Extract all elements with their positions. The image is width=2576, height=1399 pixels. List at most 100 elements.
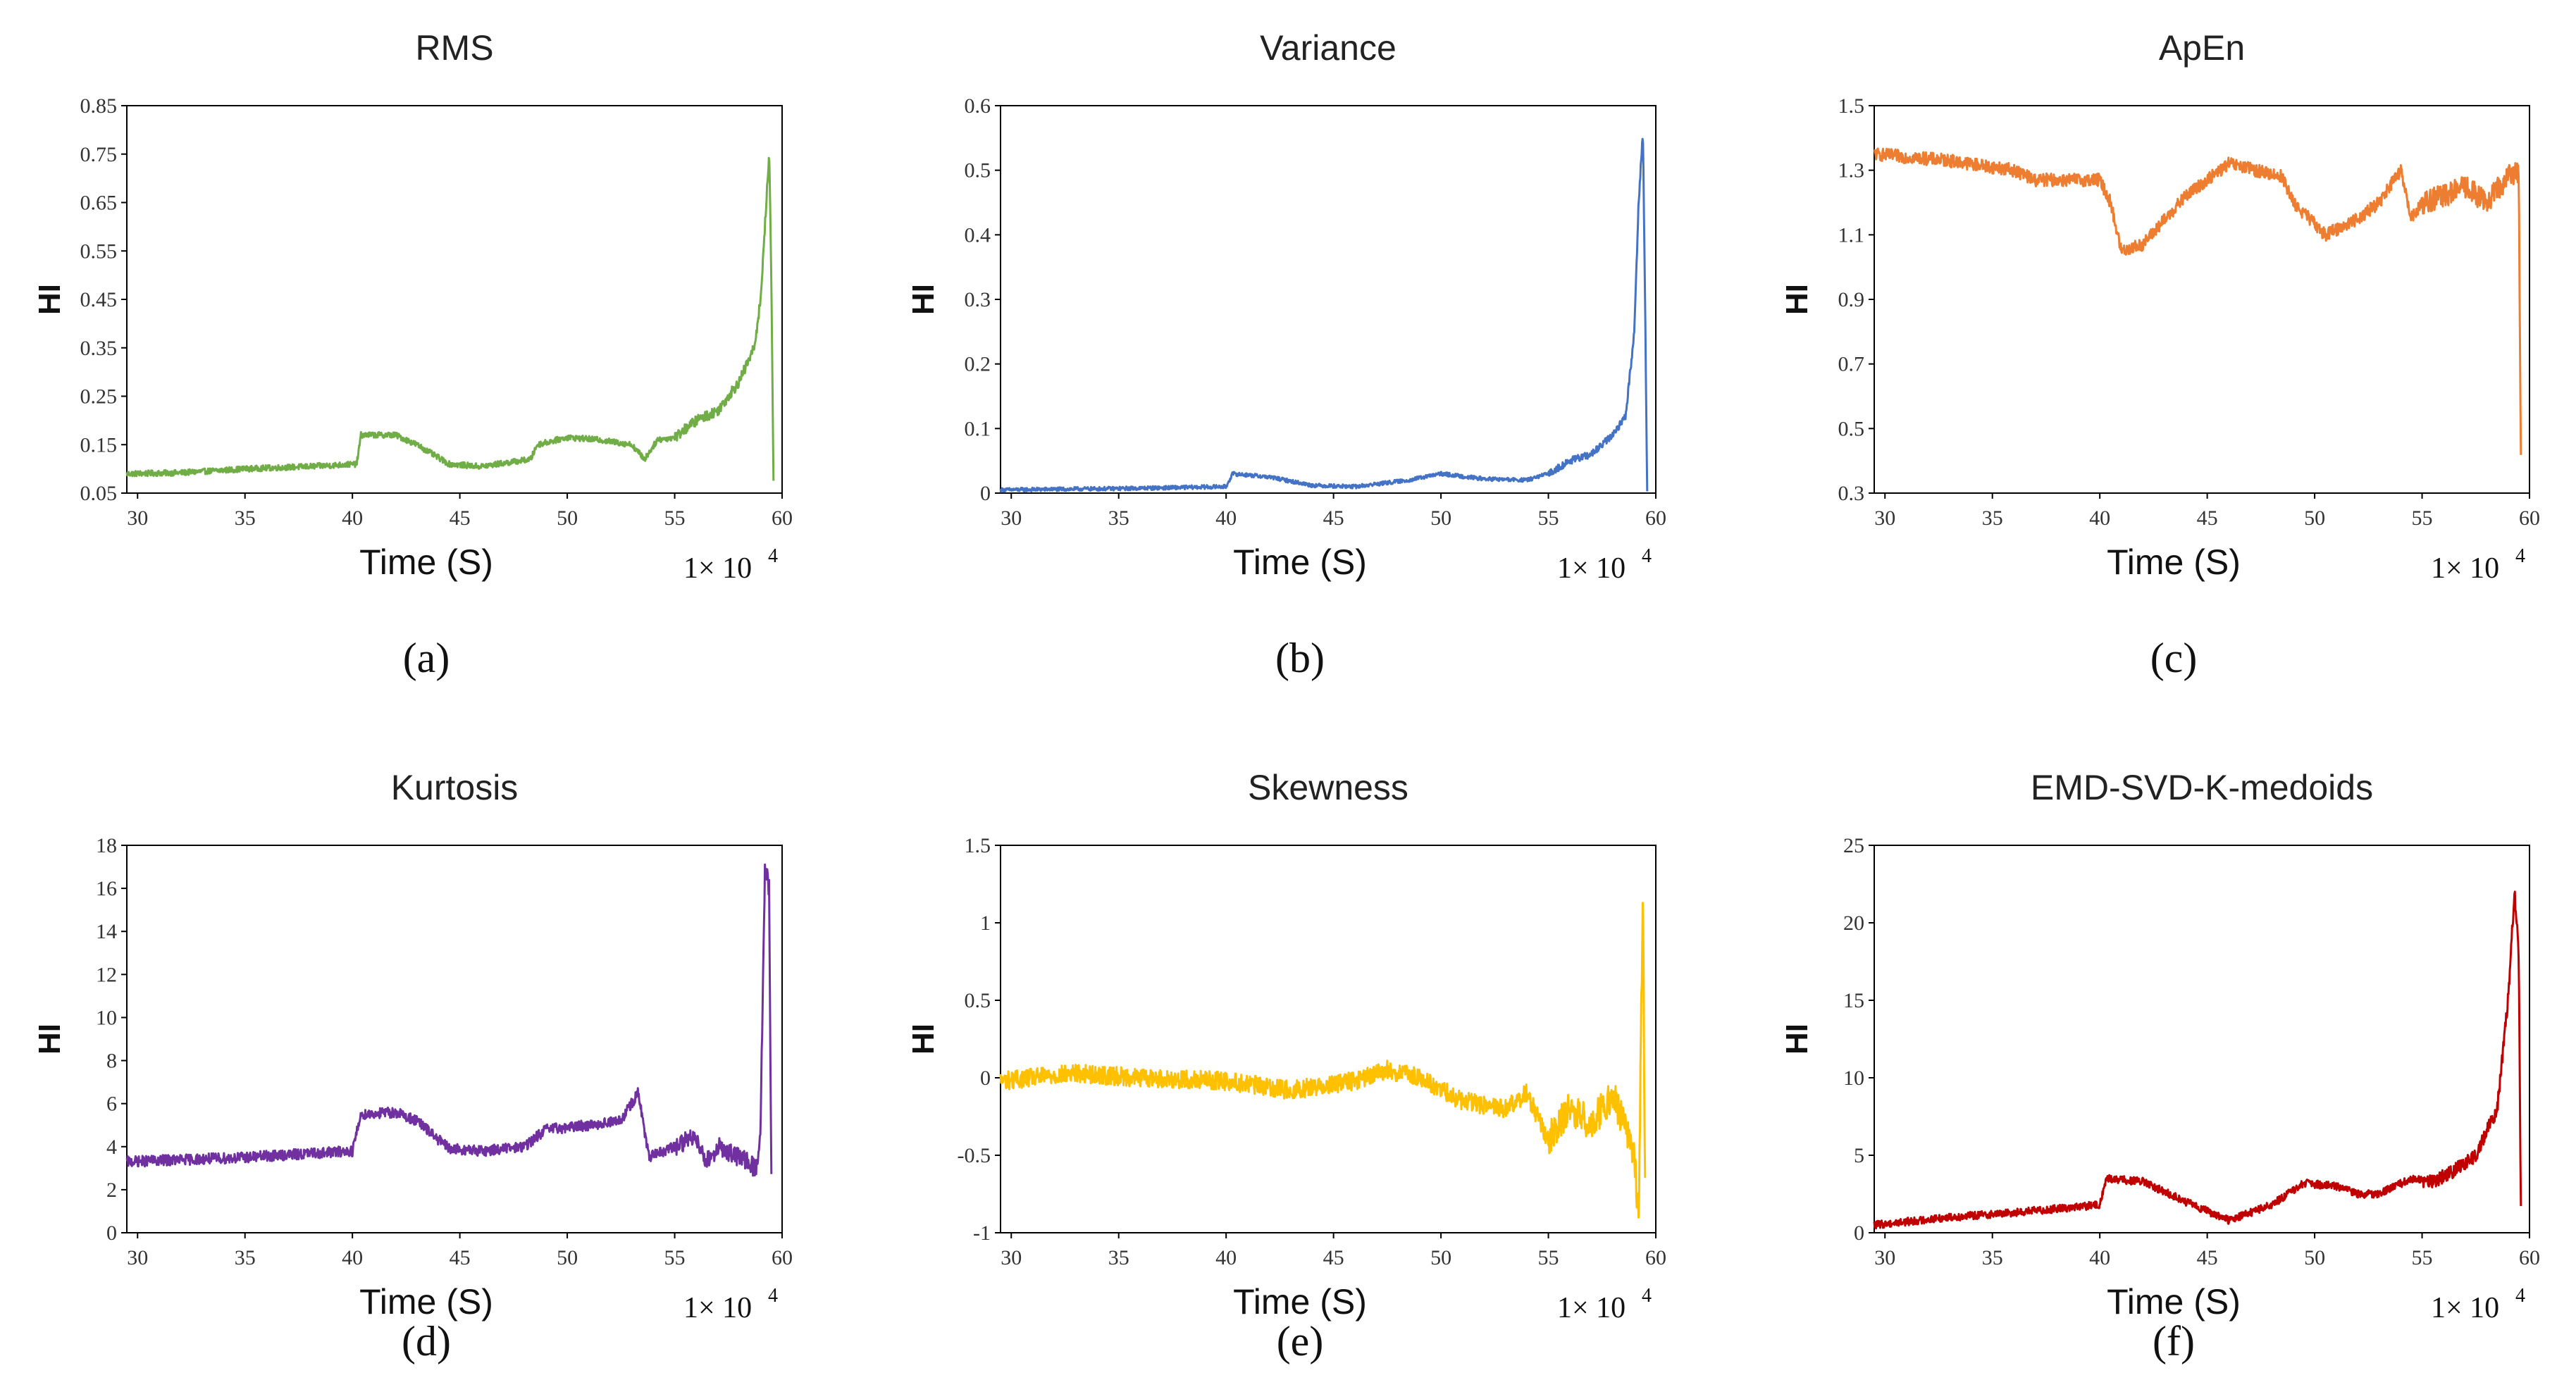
x-tick-label: 60 [2519, 506, 2540, 530]
x-tick-label: 30 [127, 1246, 148, 1269]
plot-area [126, 105, 783, 494]
x-tick-label: 55 [1538, 506, 1559, 530]
y-tick-label: 10 [96, 1006, 117, 1029]
y-tick-label: 18 [96, 834, 117, 857]
x-tick-label: 55 [664, 506, 686, 530]
x-tick-label: 35 [1108, 506, 1129, 530]
x-tick-label: 45 [1323, 1246, 1344, 1269]
series-line [1873, 890, 2522, 1230]
x-tick-label: 55 [2412, 1246, 2433, 1269]
chart-title: EMD-SVD-K-medoids [2031, 768, 2373, 807]
chart-title: Skewness [1248, 768, 1408, 807]
x-axis-label: Time (S) [1233, 1282, 1367, 1322]
y-tick-label: 0.3 [1838, 482, 1865, 505]
x-tick-label: 45 [450, 1246, 471, 1269]
y-tick-label: 25 [1843, 834, 1864, 857]
plot-area [1874, 845, 2530, 1233]
y-tick-label: -0.5 [958, 1144, 991, 1167]
y-tick-label: 0 [980, 482, 991, 505]
y-tick-label: 0.5 [1838, 417, 1865, 440]
x-tick-label: 45 [1323, 506, 1344, 530]
y-tick-label: 0.7 [1838, 353, 1865, 376]
panel-caption: (f) [2153, 1318, 2195, 1364]
plot-area [126, 845, 783, 1233]
chart-title: Variance [1260, 28, 1397, 68]
x-axis-label: Time (S) [359, 542, 493, 582]
x-tick-label: 60 [2519, 1246, 2540, 1269]
panel-caption: (d) [402, 1318, 451, 1364]
y-tick-label: 1.5 [1838, 94, 1865, 118]
x-tick-label: 35 [235, 506, 256, 530]
y-axis-label: HI [32, 1024, 67, 1055]
x-tick-label: 55 [1538, 1246, 1559, 1269]
chart-title: RMS [415, 28, 493, 68]
x-tick-label: 50 [557, 1246, 578, 1269]
x-tick-label: 30 [1874, 1246, 1895, 1269]
panel-caption: (b) [1275, 635, 1325, 681]
y-tick-label: 0.45 [80, 288, 118, 311]
x-scale-label: 1× 10 [683, 1292, 752, 1324]
x-tick-label: 50 [2304, 1246, 2325, 1269]
y-tick-label: 0 [980, 1067, 991, 1090]
series-line [1874, 147, 2522, 455]
y-tick-label: 0.65 [80, 192, 118, 215]
x-scale-label: 1× 10 [2431, 552, 2499, 585]
x-axis-label: Time (S) [2107, 542, 2241, 582]
y-axis-label: HI [1780, 284, 1814, 315]
x-tick-label: 60 [1645, 1246, 1666, 1269]
x-tick-label: 40 [2089, 1246, 2110, 1269]
chart-d: Kurtosis 18 16 14 12 10 8 6 4 2 0 30 35 40 45 50 55 60 Tim… [32, 768, 793, 1324]
y-tick-label: 0.5 [965, 989, 991, 1012]
x-tick-label: 35 [235, 1246, 256, 1269]
x-tick-label: 40 [342, 506, 363, 530]
x-tick-label: 45 [2197, 1246, 2218, 1269]
y-tick-label: 0.35 [80, 337, 118, 360]
x-scale-label: 1× 10 [2431, 1292, 2499, 1324]
y-tick-label: 0.6 [965, 94, 991, 118]
x-tick-label: 50 [1430, 1246, 1451, 1269]
y-tick-label: 6 [106, 1093, 117, 1116]
y-tick-label: 8 [106, 1050, 117, 1073]
x-scale-exponent: 4 [1642, 1285, 1652, 1307]
x-tick-label: 45 [2197, 506, 2218, 530]
y-axis-label: HI [906, 284, 941, 315]
x-scale-label: 1× 10 [1557, 552, 1626, 585]
y-tick-label: 0.05 [80, 482, 118, 505]
plot-area [1000, 105, 1657, 494]
x-tick-label: 50 [1430, 506, 1451, 530]
panel-caption: (c) [2150, 635, 2198, 681]
x-scale-label: 1× 10 [683, 552, 752, 585]
y-axis-label: HI [1780, 1024, 1814, 1055]
x-tick-label: 30 [127, 506, 148, 530]
x-tick-label: 60 [772, 1246, 793, 1269]
x-tick-label: 30 [1001, 1246, 1022, 1269]
x-axis-label: Time (S) [1233, 542, 1367, 582]
y-tick-label: 0.1 [965, 417, 991, 440]
x-tick-label: 35 [1982, 506, 2003, 530]
x-tick-label: 50 [557, 506, 578, 530]
x-tick-label: 40 [1215, 1246, 1237, 1269]
panel-caption: (e) [1276, 1318, 1324, 1364]
y-tick-label: 0.3 [965, 288, 991, 311]
y-tick-label: 20 [1843, 912, 1864, 935]
y-tick-label: 0 [106, 1221, 117, 1245]
chart-e: Skewness 1.5 1 0.5 0 -0.5 -1 30 35 40 45 50 55 60 Time… [906, 768, 1666, 1324]
series-line [999, 902, 1647, 1219]
x-tick-label: 40 [342, 1246, 363, 1269]
x-axis-label: Time (S) [359, 1282, 493, 1322]
y-tick-label: 1 [980, 912, 991, 935]
chart-a: RMS 0.85 0.75 0.65 0.55 0.45 0.35 0.25 0.15 0.05 3… [32, 28, 793, 585]
x-tick-label: 50 [2304, 506, 2325, 530]
x-tick-label: 40 [1215, 506, 1237, 530]
y-tick-label: 15 [1843, 989, 1864, 1012]
series-line [999, 137, 1649, 493]
y-tick-label: 14 [96, 920, 117, 943]
x-tick-label: 55 [2412, 506, 2433, 530]
chart-title: ApEn [2159, 28, 2245, 68]
panel-caption: (a) [402, 635, 450, 681]
chart-c: ApEn 1.5 1.3 1.1 0.9 0.7 0.5 0.3 30 35 40 45 50 55 60 T… [1780, 28, 2540, 585]
x-scale-exponent: 4 [2515, 545, 2525, 567]
x-scale-exponent: 4 [768, 1285, 778, 1307]
